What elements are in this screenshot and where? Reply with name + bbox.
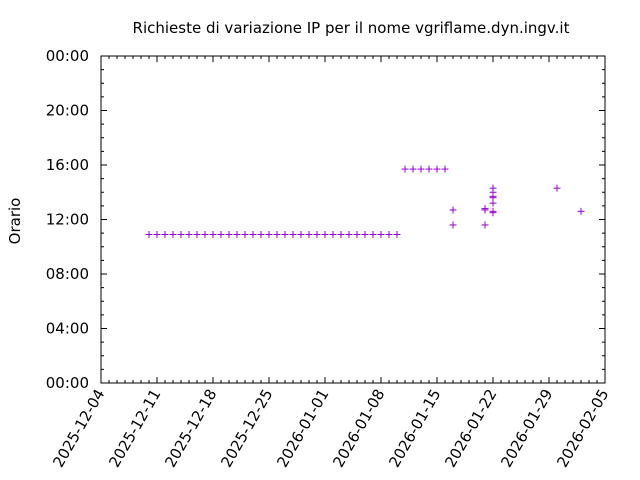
data-point bbox=[313, 230, 321, 238]
data-point bbox=[449, 206, 457, 214]
y-axis-label: Orario bbox=[6, 198, 24, 245]
data-point bbox=[489, 199, 497, 207]
x-tick-label: 2025-12-18 bbox=[161, 386, 220, 471]
data-point bbox=[185, 230, 193, 238]
data-point bbox=[193, 230, 201, 238]
x-axis: 2025-12-042025-12-112025-12-182025-12-25… bbox=[49, 56, 612, 471]
data-point bbox=[209, 230, 217, 238]
y-axis: 00:00 04:00 08:00 12:00 16:00 20:00 00:00 bbox=[46, 47, 605, 392]
y-tick-label: 04:00 bbox=[46, 320, 89, 338]
y-tick-label: 00:00 bbox=[46, 47, 89, 65]
data-point bbox=[481, 221, 489, 229]
data-point bbox=[281, 230, 289, 238]
data-point bbox=[441, 165, 449, 173]
x-tick-label: 2026-02-05 bbox=[553, 386, 612, 471]
data-point bbox=[489, 209, 497, 217]
data-point bbox=[449, 221, 457, 229]
data-point bbox=[425, 165, 433, 173]
data-point bbox=[233, 230, 241, 238]
x-tick-label: 2025-12-11 bbox=[105, 386, 164, 471]
data-point bbox=[577, 207, 585, 215]
data-point bbox=[369, 230, 377, 238]
data-point bbox=[337, 230, 345, 238]
data-point bbox=[377, 230, 385, 238]
data-point bbox=[273, 230, 281, 238]
data-point bbox=[385, 230, 393, 238]
data-point bbox=[401, 165, 409, 173]
data-point bbox=[393, 230, 401, 238]
data-point bbox=[161, 230, 169, 238]
x-tick-label: 2025-12-25 bbox=[217, 386, 276, 471]
data-point bbox=[289, 230, 297, 238]
data-point bbox=[153, 230, 161, 238]
y-tick-label: 20:00 bbox=[46, 102, 89, 120]
y-tick-label: 12:00 bbox=[46, 211, 89, 229]
x-tick-label: 2026-01-29 bbox=[497, 386, 556, 471]
x-tick-label: 2026-01-01 bbox=[273, 386, 332, 471]
y-tick-label: 08:00 bbox=[46, 265, 89, 283]
chart-title: Richieste di variazione IP per il nome v… bbox=[133, 19, 570, 37]
data-point bbox=[177, 230, 185, 238]
data-point bbox=[553, 184, 561, 192]
data-point bbox=[329, 230, 337, 238]
x-tick-label: 2026-01-22 bbox=[441, 386, 500, 471]
x-tick-label: 2025-12-04 bbox=[49, 386, 108, 471]
data-point bbox=[217, 230, 225, 238]
x-tick-label: 2026-01-08 bbox=[329, 386, 388, 471]
data-point bbox=[361, 230, 369, 238]
data-point bbox=[249, 230, 257, 238]
data-points bbox=[145, 165, 585, 238]
y-tick-label: 00:00 bbox=[46, 374, 89, 392]
data-point bbox=[481, 206, 489, 214]
data-point bbox=[201, 230, 209, 238]
y-tick-label: 16:00 bbox=[46, 156, 89, 174]
data-point bbox=[265, 230, 273, 238]
data-point bbox=[169, 230, 177, 238]
data-point bbox=[225, 230, 233, 238]
data-point bbox=[409, 165, 417, 173]
data-point bbox=[257, 230, 265, 238]
data-point bbox=[241, 230, 249, 238]
x-tick-label: 2026-01-15 bbox=[385, 386, 444, 471]
data-point bbox=[297, 230, 305, 238]
data-point bbox=[433, 165, 441, 173]
data-point bbox=[321, 230, 329, 238]
data-point bbox=[305, 230, 313, 238]
data-point bbox=[353, 230, 361, 238]
data-point bbox=[345, 230, 353, 238]
plot-area-frame bbox=[100, 55, 606, 384]
data-point bbox=[417, 165, 425, 173]
data-point bbox=[145, 230, 153, 238]
